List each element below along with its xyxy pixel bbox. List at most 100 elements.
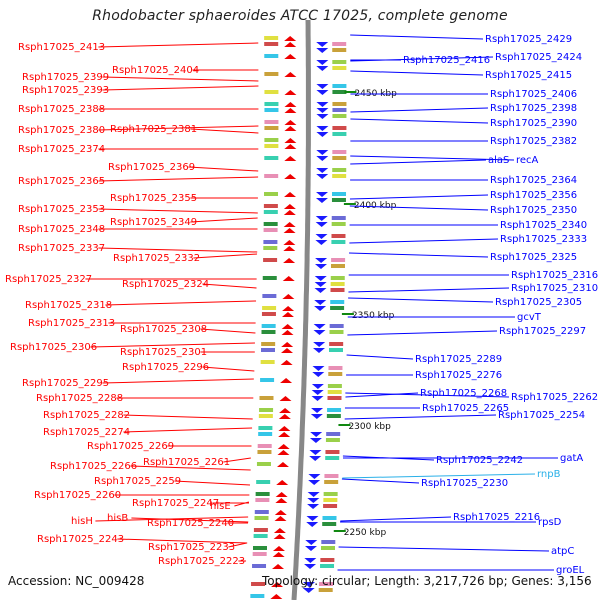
forward-track-band (264, 36, 279, 40)
reverse-track-band (331, 198, 346, 202)
left-gene-label: Rsph17025_2223 (158, 556, 245, 567)
reverse-gene-arrow (311, 408, 324, 413)
forward-track-band (264, 120, 279, 124)
scale-label: 2250 kbp (344, 528, 387, 538)
forward-track-band (256, 480, 271, 484)
reverse-track-band (327, 390, 342, 394)
forward-gene-arrow (282, 294, 295, 299)
forward-track-band (259, 408, 274, 412)
left-leader-line (202, 283, 257, 289)
left-gene-label: Rsph17025_2399 (22, 72, 109, 83)
forward-gene-arrow (272, 546, 285, 551)
reverse-track-band (332, 84, 347, 88)
forward-gene-arrow (270, 594, 283, 599)
right-gene-label: Rsph17025_2356 (490, 190, 577, 201)
reverse-track-band (332, 126, 347, 130)
reverse-track-band (332, 42, 347, 46)
right-gene-label: gatA (560, 453, 583, 464)
left-gene-label: Rsph17025_2381 (110, 124, 197, 135)
reverse-gene-arrow (316, 90, 329, 95)
forward-track-band (263, 210, 278, 214)
reverse-gene-arrow (310, 432, 323, 437)
right-gene-label: Rsph17025_2316 (511, 270, 598, 281)
left-gene-label: Rsph17025_2332 (113, 253, 200, 264)
right-gene-label: rnpB (537, 469, 561, 480)
left-leader-line (190, 217, 258, 223)
reverse-gene-arrow (314, 276, 327, 281)
left-leader-line (223, 457, 251, 463)
left-leader-line (102, 85, 259, 91)
reverse-track-band (332, 156, 347, 160)
reverse-track-band (326, 414, 341, 418)
forward-gene-arrow (284, 90, 297, 95)
left-leader-line (123, 414, 253, 420)
forward-track-band (264, 102, 279, 106)
reverse-gene-arrow (313, 330, 326, 335)
reverse-track-band (325, 438, 340, 442)
right-leader-line (340, 516, 452, 522)
forward-gene-arrow (276, 462, 289, 467)
reverse-gene-arrow (312, 348, 325, 353)
reverse-track-band (318, 588, 333, 592)
right-leader-line (345, 392, 419, 398)
forward-gene-arrow (275, 492, 288, 497)
left-gene-label: Rsph17025_2327 (5, 274, 92, 285)
left-gene-label: Rsph17025_2348 (18, 224, 105, 235)
reverse-gene-arrow (306, 522, 319, 527)
forward-track-band (263, 222, 278, 226)
reverse-track-band (328, 348, 343, 352)
left-leader-line (130, 465, 251, 471)
reverse-track-band (332, 150, 347, 154)
left-gene-label: Rsph17025_2353 (18, 204, 105, 215)
reverse-track-band (329, 342, 344, 346)
reverse-gene-arrow (315, 222, 328, 227)
reverse-track-band (330, 300, 345, 304)
right-leader-line (342, 473, 536, 479)
left-leader-line (188, 166, 259, 172)
forward-track-band (264, 174, 279, 178)
right-gene-label: Rsph17025_2406 (490, 89, 577, 100)
left-leader-line (200, 328, 256, 334)
forward-gene-arrow (282, 276, 295, 281)
reverse-track-band (332, 174, 347, 178)
reverse-gene-arrow (308, 474, 321, 479)
forward-track-band (252, 564, 267, 568)
reverse-track-band (323, 498, 338, 502)
accession-text: Accession: NC_009428 (8, 574, 145, 588)
right-leader-line (348, 297, 494, 303)
reverse-gene-arrow (306, 516, 319, 521)
reverse-gene-arrow (307, 498, 320, 503)
right-leader-line (349, 194, 489, 200)
reverse-track-band (332, 132, 347, 136)
reverse-gene-arrow (316, 132, 329, 137)
reverse-gene-arrow (316, 150, 329, 155)
reverse-track-band (319, 582, 334, 586)
right-gene-label: recA (516, 155, 539, 166)
reverse-track-band (320, 558, 335, 562)
forward-track-band (264, 90, 279, 94)
forward-gene-arrow (283, 210, 296, 215)
reverse-gene-arrow (312, 366, 325, 371)
reverse-track-band (320, 546, 335, 550)
reverse-track-band (332, 102, 347, 106)
left-gene-label: Rsph17025_2295 (22, 378, 109, 389)
forward-gene-arrow (271, 582, 284, 587)
forward-gene-arrow (276, 480, 289, 485)
reverse-gene-arrow (315, 198, 328, 203)
forward-track-band (264, 42, 279, 46)
reverse-track-band (332, 90, 347, 94)
right-gene-label: Rsph17025_2325 (490, 252, 577, 263)
right-gene-label: Rsph17025_2429 (485, 34, 572, 45)
right-gene-label: Rsph17025_2415 (485, 70, 572, 81)
forward-track-band (258, 414, 273, 418)
forward-gene-arrow (274, 510, 287, 515)
reverse-track-band (330, 264, 345, 268)
right-leader-line (350, 118, 489, 124)
reverse-gene-arrow (316, 192, 329, 197)
right-leader-line (347, 330, 498, 336)
forward-track-band (255, 492, 270, 496)
forward-track-band (257, 450, 272, 454)
left-leader-line (98, 247, 258, 253)
right-gene-label: Rsph17025_2424 (495, 52, 582, 63)
right-gene-label: Rsph17025_2382 (490, 136, 577, 147)
